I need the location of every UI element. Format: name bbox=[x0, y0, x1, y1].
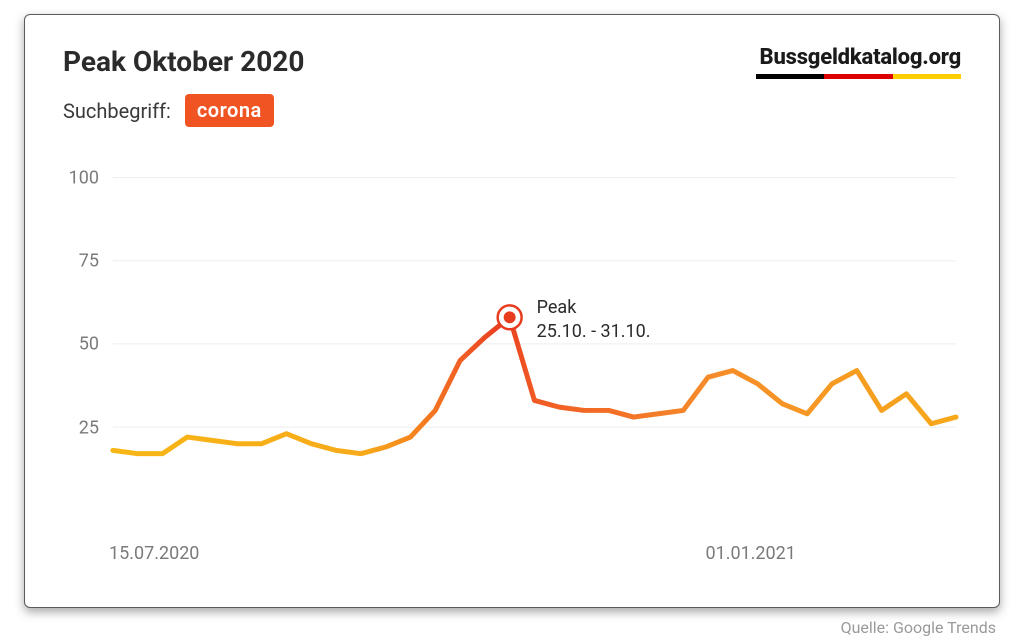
flag-black bbox=[756, 74, 824, 79]
peak-annotation: Peak 25.10. - 31.10. bbox=[537, 296, 651, 345]
flag-gold bbox=[893, 74, 961, 79]
search-term-tag: corona bbox=[185, 94, 274, 127]
search-term-row: Suchbegriff: corona bbox=[63, 94, 304, 127]
chart-title: Peak Oktober 2020 bbox=[63, 45, 304, 78]
brand-name: Bussgeldkatalog.org bbox=[756, 45, 961, 70]
germany-flag-stripe bbox=[756, 74, 961, 79]
source-attribution: Quelle: Google Trends bbox=[841, 618, 996, 637]
chart-area: 25 50 75 100 15.07.2020 01.01.2021 Peak 25.10. … bbox=[63, 161, 961, 581]
y-tick-label: 25 bbox=[79, 417, 99, 438]
x-tick-label: 01.01.2021 bbox=[705, 543, 795, 564]
y-tick-label: 100 bbox=[69, 167, 99, 188]
search-term-label: Suchbegriff: bbox=[63, 99, 171, 123]
x-tick-label: 15.07.2020 bbox=[109, 543, 199, 564]
flag-red bbox=[824, 74, 892, 79]
card-header: Peak Oktober 2020 Suchbegriff: corona Bu… bbox=[63, 45, 961, 127]
chart-svg bbox=[63, 161, 961, 580]
y-tick-label: 50 bbox=[79, 334, 99, 355]
peak-annotation-line1: Peak bbox=[537, 297, 577, 318]
y-tick-label: 75 bbox=[79, 251, 99, 272]
chart-card: Peak Oktober 2020 Suchbegriff: corona Bu… bbox=[24, 14, 1000, 608]
brand-block: Bussgeldkatalog.org bbox=[756, 45, 961, 79]
peak-annotation-line2: 25.10. - 31.10. bbox=[537, 321, 651, 342]
header-left: Peak Oktober 2020 Suchbegriff: corona bbox=[63, 45, 304, 127]
